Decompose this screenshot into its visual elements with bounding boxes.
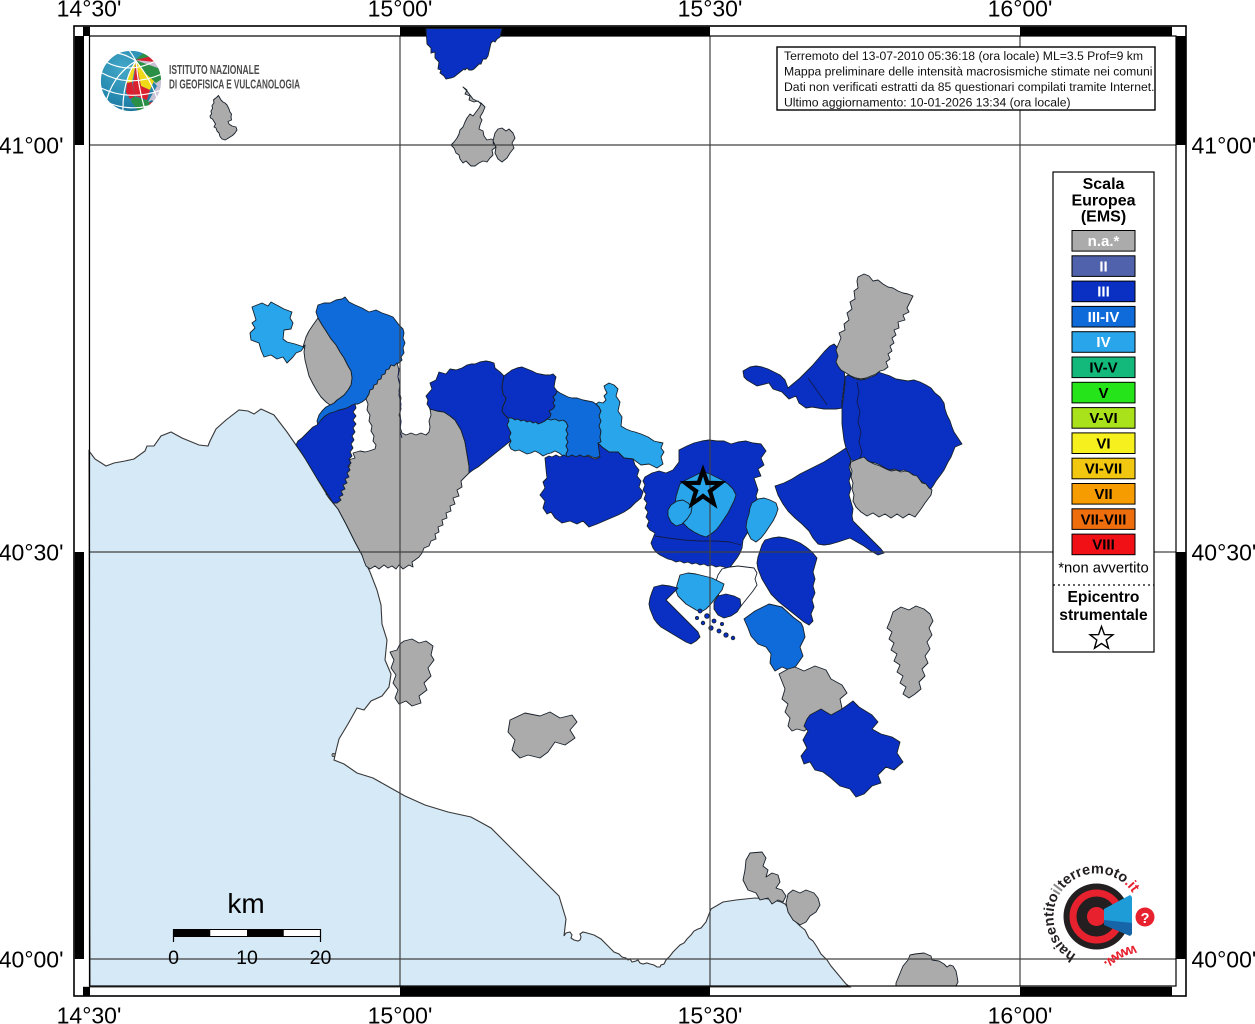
svg-text:?: ? [1141,911,1150,927]
svg-text:15°30': 15°30' [678,1003,743,1024]
svg-text:Scala: Scala [1083,176,1125,193]
svg-text:Ultimo aggiornamento: 10-01-20: Ultimo aggiornamento: 10-01-2026 13:34 (… [784,96,1071,110]
svg-text:41°00': 41°00' [0,133,64,159]
svg-text:km: km [227,888,264,919]
svg-text:16°00': 16°00' [988,1003,1053,1024]
svg-text:41°00': 41°00' [1192,133,1255,159]
svg-text:VI: VI [1096,435,1110,452]
svg-text:Terremoto del 13-07-2010 05:36: Terremoto del 13-07-2010 05:36:18 (ora l… [784,49,1143,63]
svg-text:III-IV: III-IV [1088,309,1120,326]
svg-text:40°00': 40°00' [1192,947,1255,973]
svg-text:Europea: Europea [1071,193,1135,210]
svg-text:VIII: VIII [1092,537,1115,554]
svg-text:*non avvertito: *non avvertito [1058,561,1148,577]
svg-text:V: V [1098,385,1108,402]
svg-text:10: 10 [236,947,258,969]
svg-text:Dati non verificati estratti d: Dati non verificati estratti da 85 quest… [784,80,1155,94]
svg-text:IV: IV [1096,334,1110,351]
svg-text:14°30': 14°30' [57,1003,122,1024]
svg-text:strumentale: strumentale [1059,607,1148,624]
svg-text:15°30': 15°30' [678,0,743,22]
svg-text:40°00': 40°00' [0,947,64,973]
svg-text:n.a.*: n.a.* [1088,233,1120,250]
svg-text:40°30': 40°30' [1192,540,1255,566]
svg-text:IV-V: IV-V [1089,360,1117,377]
svg-text:15°00': 15°00' [368,1003,433,1024]
svg-text:15°00': 15°00' [368,0,433,22]
svg-text:VI-VII: VI-VII [1085,461,1123,478]
svg-text:V-VI: V-VI [1089,410,1117,427]
svg-text:(EMS): (EMS) [1081,209,1126,226]
svg-text:II: II [1099,258,1107,275]
svg-text:16°00': 16°00' [988,0,1053,22]
svg-text:ISTITUTO NAZIONALE: ISTITUTO NAZIONALE [169,62,260,77]
svg-text:VII-VIII: VII-VIII [1081,511,1127,528]
svg-text:DI GEOFISICA E VULCANOLOGIA: DI GEOFISICA E VULCANOLOGIA [169,77,300,92]
svg-text:Mappa preliminare delle intens: Mappa preliminare delle intensità macros… [784,65,1153,79]
svg-text:40°30': 40°30' [0,540,64,566]
svg-text:III: III [1097,284,1110,301]
svg-text:VII: VII [1094,486,1112,503]
svg-text:0: 0 [168,947,179,969]
svg-text:20: 20 [310,947,332,969]
svg-text:14°30': 14°30' [57,0,122,22]
svg-text:Epicentro: Epicentro [1068,589,1140,606]
